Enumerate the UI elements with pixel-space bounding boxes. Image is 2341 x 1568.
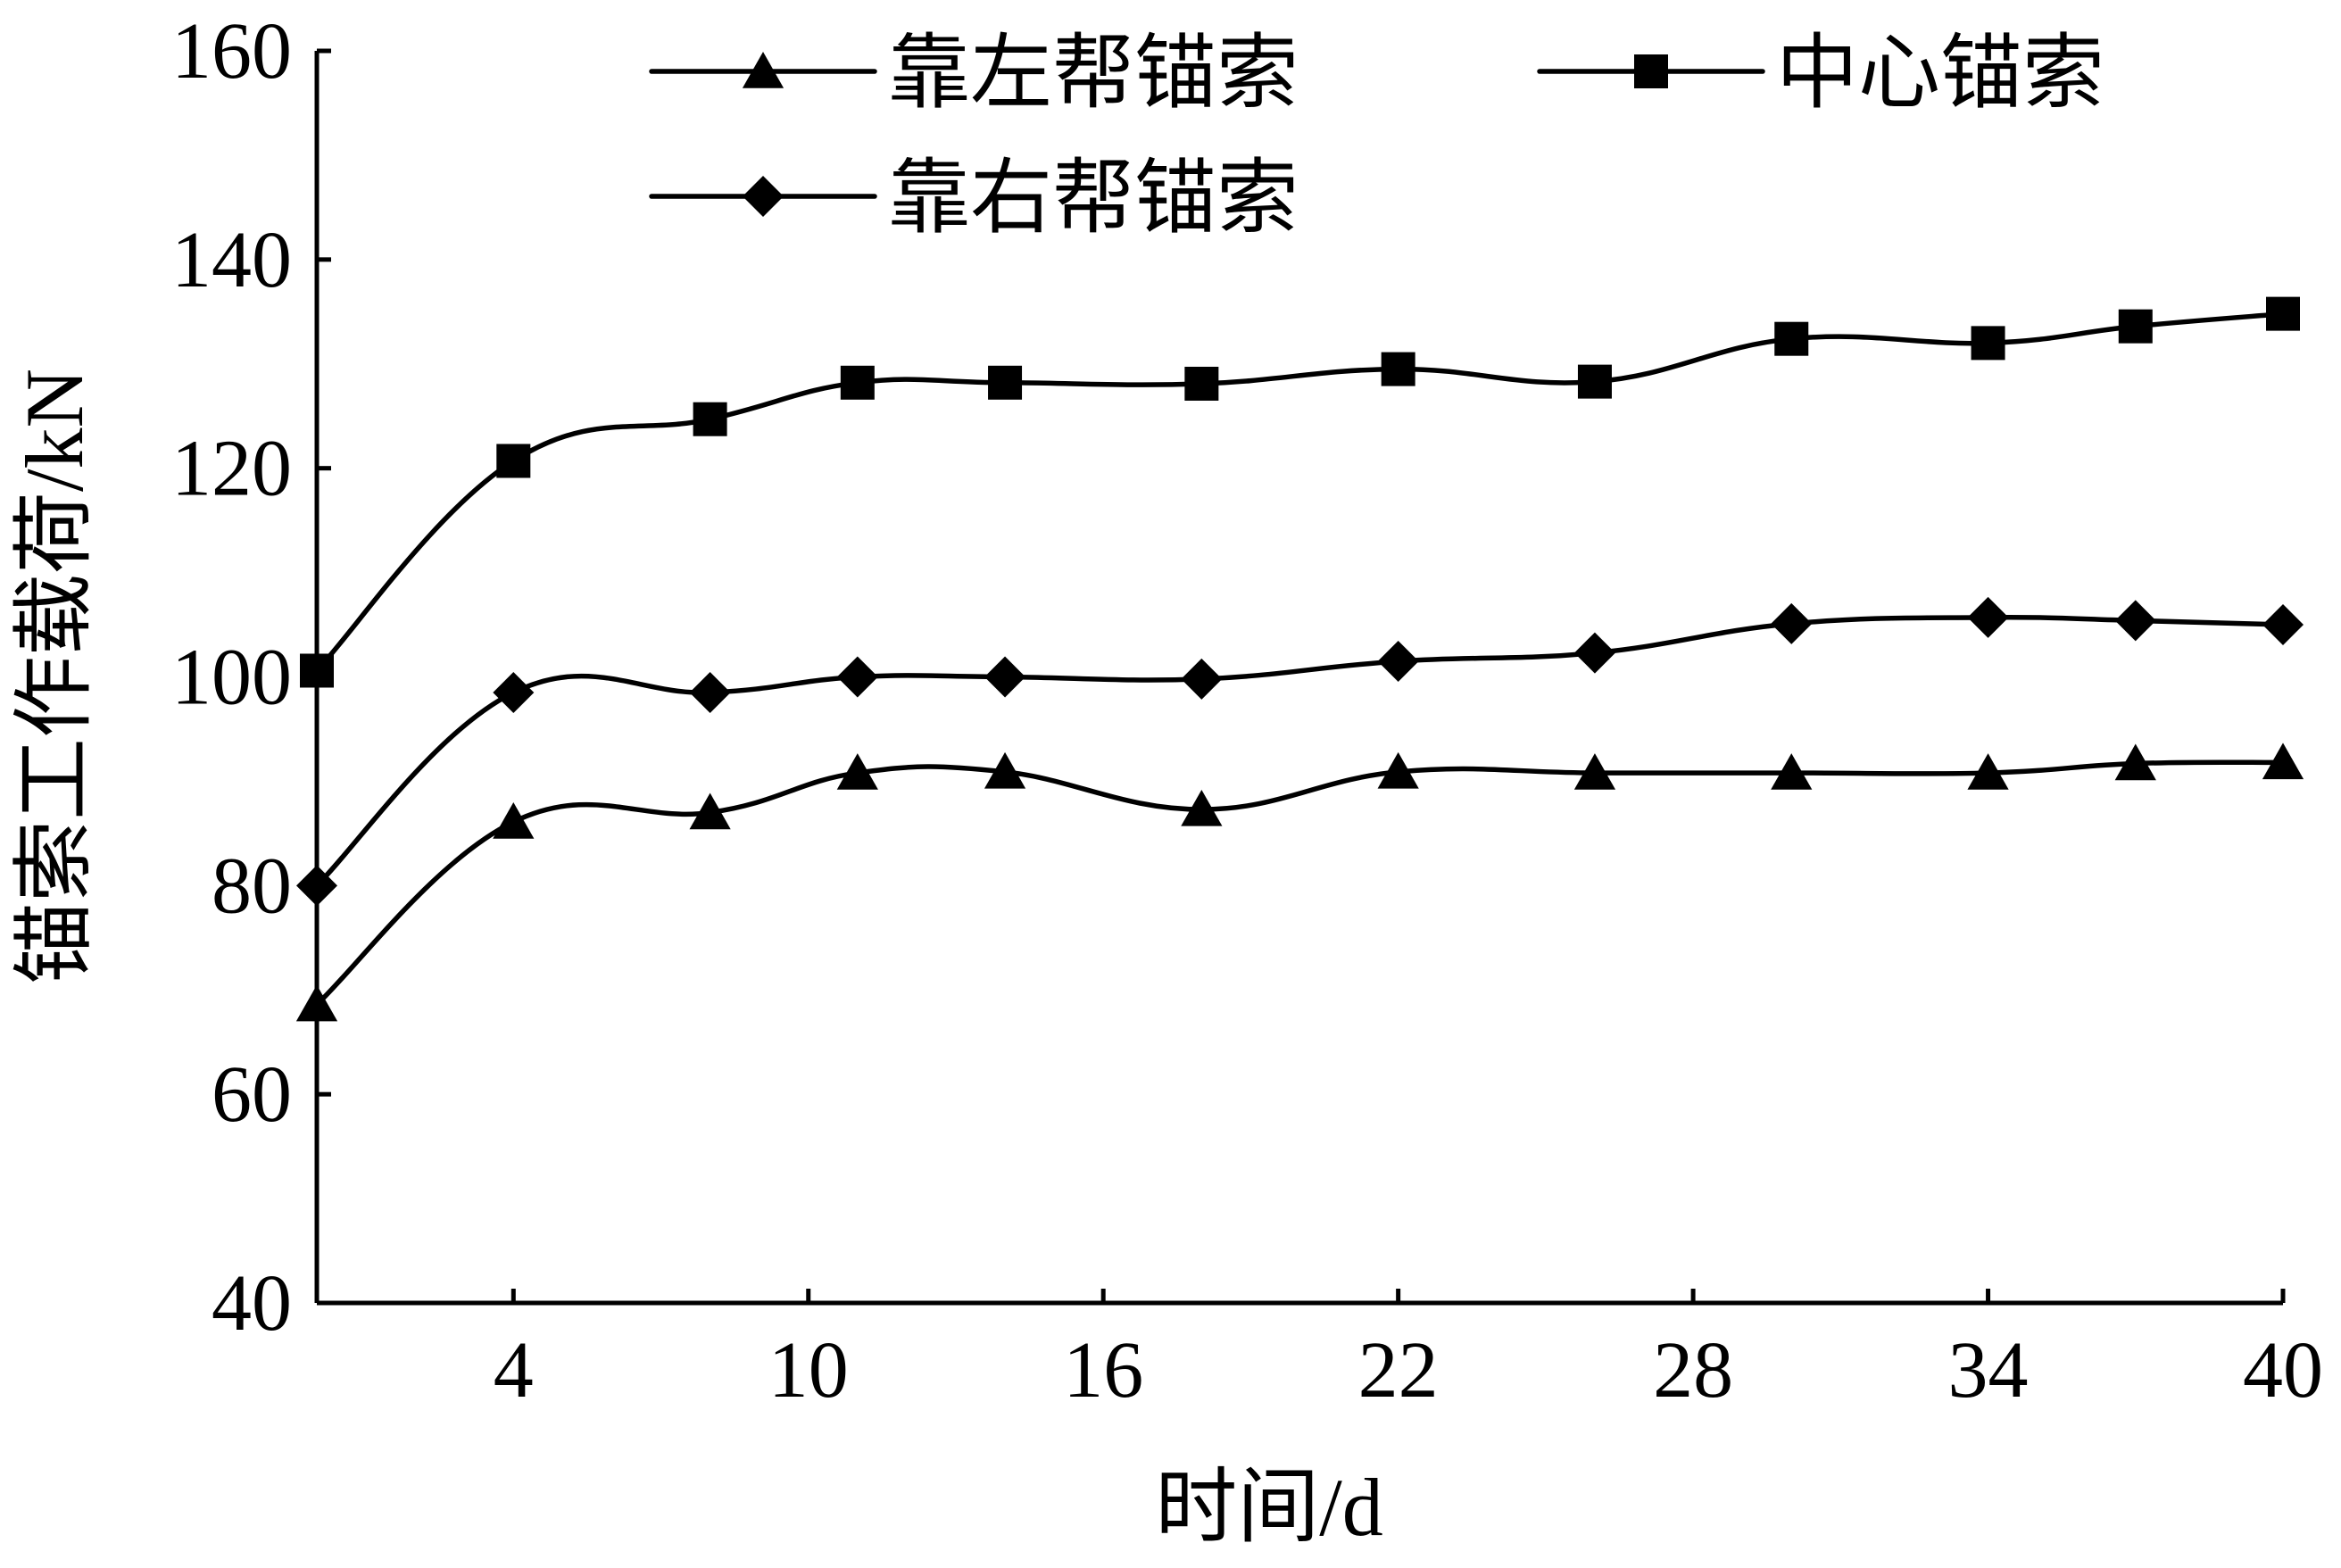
x-tick-label: 22 (1358, 1326, 1439, 1415)
diamond-marker (2114, 600, 2156, 642)
legend-diamond-marker (743, 176, 784, 217)
series-layer (295, 296, 2304, 1022)
y-tick-label: 40 (212, 1259, 292, 1348)
square-marker (1381, 352, 1415, 386)
x-tick-label: 28 (1653, 1326, 1733, 1415)
diamond-marker (1967, 596, 2009, 638)
x-axis-title: 时间/d (1155, 1462, 1383, 1553)
diamond-marker (1377, 640, 1419, 682)
triangle-marker (493, 802, 535, 839)
series-diamond (296, 596, 2304, 907)
diamond-marker (296, 865, 337, 907)
y-tick-label: 160 (171, 7, 292, 95)
series-line-triangle (314, 759, 2286, 1008)
triangle-marker (1181, 789, 1223, 826)
diamond-marker (1573, 632, 1615, 674)
diamond-marker (689, 672, 731, 714)
legend-item: 中心锚索 (1537, 28, 2104, 119)
y-tick-label: 140 (171, 216, 292, 304)
square-marker (1577, 364, 1612, 399)
square-marker (693, 402, 727, 436)
diamond-marker (2262, 604, 2304, 646)
diamond-marker (493, 672, 535, 714)
x-ticks: 4 10 16 22 28 34 40 (494, 1289, 2323, 1415)
legend-triangle-marker (742, 52, 784, 88)
triangle-marker (984, 751, 1026, 789)
triangle-marker (2262, 743, 2304, 780)
triangle-marker (1967, 753, 2009, 790)
x-tick-label: 16 (1063, 1326, 1143, 1415)
triangle-marker (295, 984, 338, 1022)
square-marker (2118, 309, 2153, 344)
legend-item: 靠左帮锚索 (649, 28, 1299, 119)
y-tick-label: 100 (171, 634, 292, 722)
square-marker (1184, 366, 1219, 401)
legend-item: 靠右帮锚索 (649, 153, 1299, 244)
legend-label: 靠右帮锚索 (888, 153, 1299, 244)
y-tick-label: 80 (212, 842, 292, 930)
triangle-marker (2114, 743, 2156, 781)
y-tick-label: 60 (212, 1050, 292, 1139)
triangle-marker (1377, 751, 1419, 789)
series-square (300, 296, 2300, 688)
triangle-marker (1573, 753, 1616, 790)
legend-square-marker (1634, 54, 1668, 88)
square-marker (988, 365, 1023, 400)
triangle-marker (1771, 753, 1813, 790)
square-marker (300, 653, 334, 688)
x-tick-label: 40 (2243, 1326, 2323, 1415)
x-tick-label: 34 (1948, 1326, 2029, 1415)
y-ticks: 40 60 80 100 120 140 160 (171, 7, 331, 1348)
triangle-marker (689, 792, 731, 830)
square-marker (2266, 296, 2300, 331)
diamond-marker (984, 656, 1026, 698)
y-axis-title: 锚索工作载荷/kN (9, 369, 100, 984)
x-tick-label: 4 (494, 1326, 534, 1415)
legend-label: 靠左帮锚索 (888, 28, 1299, 119)
diamond-marker (1771, 602, 1813, 644)
y-tick-label: 120 (171, 425, 292, 513)
series-line-diamond (314, 615, 2286, 889)
square-marker (840, 365, 875, 400)
legend-label: 中心锚索 (1776, 28, 2104, 119)
diamond-marker (836, 656, 878, 698)
diamond-marker (1181, 658, 1223, 700)
x-tick-label: 10 (768, 1326, 849, 1415)
triangle-marker (836, 753, 878, 790)
series-triangle (295, 743, 2304, 1022)
square-marker (1774, 321, 1809, 356)
square-marker (496, 444, 531, 478)
square-marker (1971, 326, 2005, 361)
